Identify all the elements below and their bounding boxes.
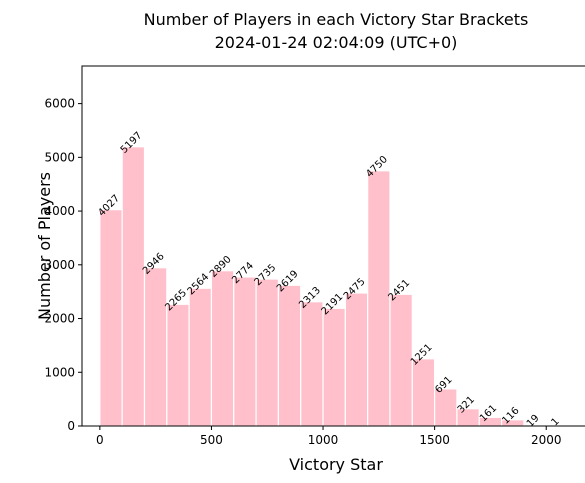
bar	[277, 284, 302, 427]
y-tick-label: 0	[67, 419, 75, 433]
x-tick-label: 2000	[531, 433, 562, 447]
bars	[99, 146, 570, 427]
bar	[434, 388, 458, 427]
y-tick-label: 3000	[44, 258, 75, 272]
y-axis: 0 1000 2000 3000 4000 5000 6000	[44, 97, 82, 433]
data-label: 19	[525, 413, 542, 430]
bar	[143, 267, 168, 427]
bar	[121, 146, 146, 427]
bar	[255, 278, 279, 427]
y-tick-label: 2000	[44, 312, 75, 326]
x-tick-label: 500	[200, 433, 223, 447]
bar	[233, 276, 257, 427]
y-tick-label: 6000	[44, 97, 75, 111]
bar	[344, 292, 369, 427]
x-axis: 0 500 1000 1500 2000	[96, 426, 561, 447]
bar	[367, 170, 391, 427]
bar	[411, 358, 436, 427]
bar	[322, 307, 346, 427]
bar	[188, 287, 213, 427]
bar	[210, 270, 235, 427]
bar	[99, 209, 123, 427]
chart-subtitle: 2024-01-24 02:04:09 (UTC+0)	[215, 33, 458, 52]
plot-frame	[81, 65, 585, 427]
y-tick-label: 1000	[44, 365, 75, 379]
y-tick-label: 5000	[44, 150, 75, 164]
x-tick-label: 0	[96, 433, 104, 447]
bar	[166, 303, 190, 427]
x-tick-label: 1500	[419, 433, 450, 447]
chart-title: Number of Players in each Victory Star B…	[144, 10, 529, 29]
x-tick-label: 1000	[308, 433, 339, 447]
y-tick-label: 4000	[44, 204, 75, 218]
bar	[300, 301, 324, 427]
y-axis-label: Number of Players	[35, 172, 54, 320]
x-axis-label: Victory Star	[289, 455, 383, 474]
